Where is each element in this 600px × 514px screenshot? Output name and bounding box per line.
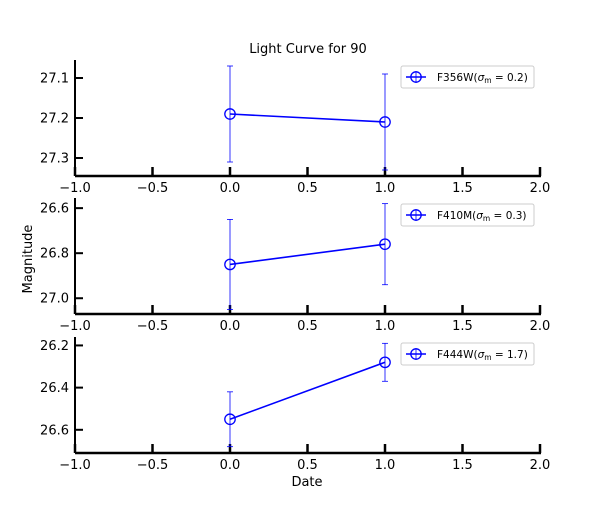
y-tick-label: 26.2 xyxy=(40,339,69,354)
y-tick-label: 27.2 xyxy=(40,112,69,127)
x-tick-label: 1.0 xyxy=(375,181,396,196)
x-tick-label: −1.0 xyxy=(59,181,91,196)
legend-marker xyxy=(410,71,422,83)
legend-box xyxy=(400,203,535,227)
legend-label: F444W(σm = 1.7) xyxy=(437,349,528,362)
x-tick-label: 1.0 xyxy=(375,319,396,334)
legend-filter: F356W( xyxy=(437,72,478,84)
series-group-f356w xyxy=(224,65,391,171)
x-tick-label: 2.0 xyxy=(530,319,551,334)
y-tick-label: 26.4 xyxy=(40,381,69,396)
data-point xyxy=(224,258,236,271)
y-tick-label: 26.8 xyxy=(40,247,69,262)
legend-box xyxy=(400,65,535,89)
legend-box xyxy=(400,342,535,366)
legend-sigma-sub: m xyxy=(483,214,490,223)
legend-label: F356W(σm = 0.2) xyxy=(437,72,528,85)
y-tick-label: 26.6 xyxy=(40,423,69,438)
x-tick-label: −0.5 xyxy=(137,458,169,473)
x-axis-label: Date xyxy=(291,475,322,490)
legend-sigma: σ xyxy=(476,210,483,222)
x-tick-label: 1.0 xyxy=(375,458,396,473)
data-point xyxy=(224,108,236,120)
x-tick-label: 1.5 xyxy=(452,458,473,473)
x-tick-label: 2.0 xyxy=(530,458,551,473)
y-tick-label: 26.6 xyxy=(40,202,69,217)
x-tick-label: −1.0 xyxy=(59,319,91,334)
legend-sigma-value: = 1.7) xyxy=(492,349,528,361)
x-tick-label: 1.5 xyxy=(452,319,473,334)
x-tick-label: 0.5 xyxy=(297,458,318,473)
series-group-f410m xyxy=(224,203,391,310)
data-point xyxy=(224,413,236,426)
legend-sigma-value: = 0.2) xyxy=(492,72,528,84)
data-point xyxy=(379,116,391,128)
legend-filter: F410M( xyxy=(437,210,476,222)
series-line xyxy=(229,243,386,266)
x-tick-label: −0.5 xyxy=(137,181,169,196)
legend-filter: F444W( xyxy=(437,349,478,361)
legend-marker xyxy=(410,209,422,221)
legend-sigma-value: = 0.3) xyxy=(490,210,526,222)
x-tick-label: 1.5 xyxy=(452,181,473,196)
x-tick-label: −0.5 xyxy=(137,319,169,334)
y-tick-label: 27.1 xyxy=(40,72,69,87)
data-point xyxy=(379,356,391,369)
x-tick-label: 0.0 xyxy=(220,458,241,473)
x-tick-label: 0.0 xyxy=(220,319,241,334)
series-line xyxy=(229,361,386,421)
chart-title: Light Curve for 90 xyxy=(249,42,367,57)
x-tick-label: 2.0 xyxy=(530,181,551,196)
series-line xyxy=(229,113,386,123)
legend-label: F410M(σm = 0.3) xyxy=(437,210,527,223)
legend-sigma-sub: m xyxy=(484,76,491,85)
y-tick-label: 27.0 xyxy=(40,292,69,307)
data-point xyxy=(379,238,391,251)
x-tick-label: −1.0 xyxy=(59,458,91,473)
legend-marker xyxy=(410,348,422,360)
y-axis-label: Magnitude xyxy=(21,225,36,294)
x-tick-label: 0.0 xyxy=(220,181,241,196)
legend-sigma: σ xyxy=(478,349,485,361)
legend-sigma: σ xyxy=(478,72,485,84)
legend-sigma-sub: m xyxy=(484,353,491,362)
y-tick-label: 27.3 xyxy=(40,152,69,167)
x-tick-label: 0.5 xyxy=(297,181,318,196)
series-group-f444w xyxy=(224,342,391,448)
x-tick-label: 0.5 xyxy=(297,319,318,334)
